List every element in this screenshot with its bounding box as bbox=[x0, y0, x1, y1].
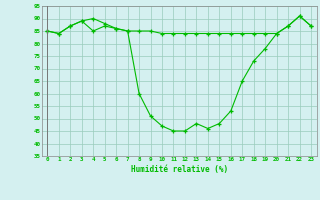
X-axis label: Humidité relative (%): Humidité relative (%) bbox=[131, 165, 228, 174]
